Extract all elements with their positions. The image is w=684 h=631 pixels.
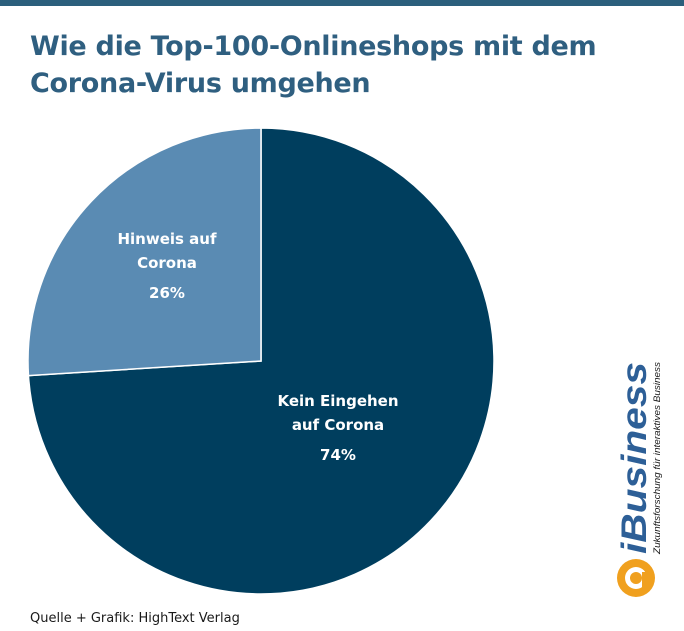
ibusiness-logo: iBusiness Zukunftsforschung für interakt… <box>615 362 663 597</box>
slice-category-label: Kein Eingehen <box>277 392 398 410</box>
top-accent-bar <box>0 0 684 6</box>
slice-value-label: 74% <box>320 446 356 464</box>
slice-category-label: auf Corona <box>292 416 384 434</box>
pie-slices <box>27 127 495 595</box>
chart-title: Wie die Top-100-Onlineshops mit dem Coro… <box>30 31 597 99</box>
pie-labels: Kein Eingehen auf Corona 74% Hinweis auf Cor… <box>117 230 398 464</box>
at-sign-icon <box>617 559 655 597</box>
slice-value-label: 26% <box>149 284 185 302</box>
slice-category-label: Hinweis auf <box>117 230 216 248</box>
brand-tagline: Zukunftsforschung für interaktives Busin… <box>652 362 663 555</box>
brand-name: iBusiness <box>615 362 654 554</box>
pie-slice-2 <box>27 127 262 377</box>
source-note: Quelle + Grafik: HighText Verlag <box>30 611 240 626</box>
slice-category-label: Corona <box>137 254 197 272</box>
